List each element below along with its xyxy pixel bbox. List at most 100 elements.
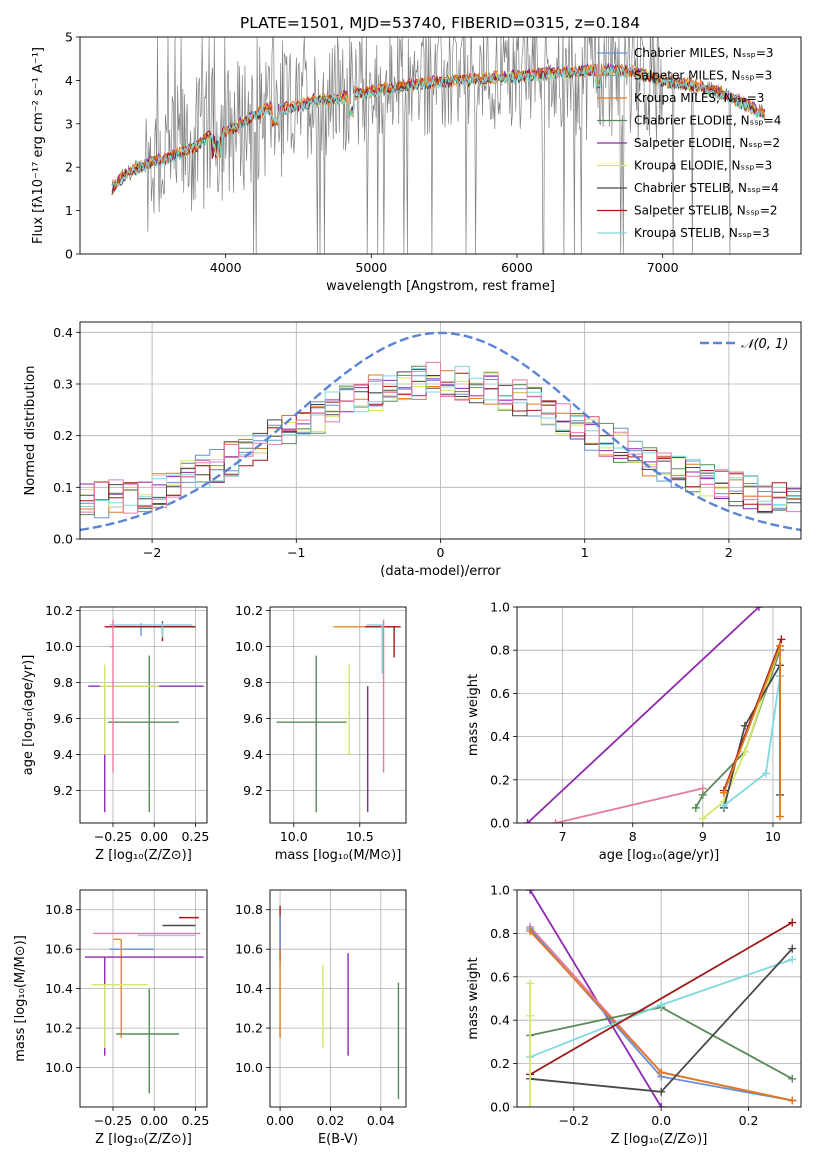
error-bar-point [108, 655, 179, 813]
y-tick-label: 0.0 [490, 1100, 510, 1115]
x-tick-label: −0.25 [94, 1113, 132, 1128]
series-marker [788, 955, 797, 964]
series-marker [657, 1001, 666, 1010]
plot-area-age_vs_mass [276, 619, 401, 813]
legend-entry: 𝒩(0, 1) [741, 337, 788, 352]
x-tick-label: 0.0 [651, 1113, 671, 1128]
x-tick-label: 10.5 [346, 829, 374, 844]
legend-entry: Chabrier ELODIE, Nₛₛₚ=4 [634, 114, 781, 128]
series-marker [740, 721, 749, 730]
series-marker [551, 819, 560, 823]
x-tick-label: 0.25 [182, 1113, 210, 1128]
series-marker [775, 641, 784, 650]
x-tick-label: 6000 [501, 260, 533, 275]
y-tick-label: 10.8 [235, 902, 263, 917]
y-tick-label: 10.6 [235, 942, 263, 957]
y-axis-label: mass [log₁₀(M/M⊙)] [13, 935, 28, 1062]
axes-frame [269, 889, 407, 1108]
x-tick-label: 7000 [647, 260, 679, 275]
x-tick-label: 0.00 [140, 1113, 168, 1128]
y-tick-label: 10.0 [235, 1060, 263, 1075]
error-bar-point [104, 626, 196, 642]
x-axis-label: (data-model)/error [380, 564, 501, 579]
series-line [526, 607, 760, 823]
legend-entry: Chabrier MILES, Nₛₛₚ=3 [634, 46, 774, 60]
y-axis-label: Flux [fλ10⁻¹⁷ erg cm⁻² s⁻¹ A⁻¹] [31, 47, 46, 244]
series-marker [526, 1103, 535, 1107]
series-marker [777, 635, 786, 644]
x-tick-label: 7 [559, 829, 567, 844]
y-tick-label: 0.2 [53, 428, 73, 443]
series-marker [691, 803, 700, 812]
model-spectrum-line [111, 65, 765, 188]
series-marker [657, 1087, 666, 1096]
y-tick-label: 10.2 [235, 1021, 263, 1036]
x-tick-label: 0 [437, 545, 445, 560]
observed-spectrum-line [111, 37, 765, 254]
series-marker [719, 801, 728, 810]
series-marker [657, 1068, 666, 1077]
y-tick-label: 0.0 [490, 816, 510, 831]
axes-spectrum: 4000 5000 6000 7000 0 1 2 3 4 5 wavelength [Angstr… [31, 30, 802, 294]
x-tick-label: 4000 [210, 260, 242, 275]
x-tick-label: 9 [699, 829, 707, 844]
x-tick-label: −0.25 [94, 829, 132, 844]
legend-entry: Kroupa ELODIE, Nₛₛₚ=3 [634, 159, 772, 173]
series-marker [788, 944, 797, 953]
x-axis-label: age [log₁₀(age/yr)] [599, 848, 720, 863]
plot-area-residual_hist [80, 331, 801, 532]
y-tick-label: 3 [65, 116, 73, 131]
y-tick-label: 9.6 [243, 711, 263, 726]
error-bar-point [116, 988, 179, 1094]
plot-area-mass_weight_vs_Z [526, 890, 797, 1107]
legend-entry: Salpeter MILES, Nₛₛₚ=3 [634, 69, 772, 83]
legend-entry: Salpeter STELIB, Nₛₛₚ=2 [634, 204, 778, 218]
y-tick-label: 9.2 [53, 783, 73, 798]
y-tick-label: 10.0 [45, 639, 73, 654]
x-tick-label: 0.04 [367, 1113, 395, 1128]
axes-mass_vs_Z: −0.25 0.00 0.25 10.0 10.2 10.4 10.6 10.8 Z [log₁… [13, 889, 210, 1147]
plot-area-mass_vs_ebv [279, 905, 400, 1100]
model-spectrum-line [111, 63, 766, 189]
gaussian-curve [80, 331, 801, 532]
series-marker [698, 790, 707, 799]
series-marker [754, 607, 763, 611]
y-tick-label: 0.8 [490, 643, 510, 658]
figure-title: PLATE=1501, MJD=53740, FIBERID=0315, z=0… [240, 14, 640, 32]
legend-entry: Chabrier STELIB, Nₛₛₚ=4 [634, 181, 779, 195]
error-bar-point [109, 623, 193, 638]
x-tick-label: 0.00 [140, 829, 168, 844]
series-marker [788, 918, 797, 927]
series-line [529, 921, 793, 1076]
y-tick-label: 10.0 [45, 1060, 73, 1075]
y-axis-label: mass weight [466, 674, 481, 756]
axes-mass_weight_vs_age: 7 8 9 10 0.0 0.2 0.4 0.6 0.8 1.0 age [log₁₀(age/yr… [466, 600, 802, 863]
axes-frame [79, 321, 802, 540]
series-line [555, 787, 704, 823]
y-tick-label: 9.8 [243, 675, 263, 690]
error-bar-point [99, 664, 160, 755]
x-tick-label: 0.02 [317, 1113, 345, 1128]
legend-entry: Kroupa MILES, Nₛₛₚ=3 [634, 91, 764, 105]
y-tick-label: 1.0 [490, 600, 510, 615]
y-tick-label: 0.8 [490, 926, 510, 941]
y-tick-label: 9.2 [243, 783, 263, 798]
error-bar-point [112, 938, 122, 1038]
axes-frame [516, 606, 802, 824]
x-tick-label: 10.0 [280, 829, 308, 844]
series-marker [740, 747, 749, 756]
y-tick-label: 0.2 [490, 772, 510, 787]
series-marker [698, 814, 707, 823]
error-bar-point [366, 624, 383, 674]
x-axis-label: mass [log₁₀(M/M⊙)] [275, 848, 402, 863]
y-tick-label: 0 [65, 247, 73, 262]
y-tick-label: 10.2 [235, 603, 263, 618]
x-tick-label: 2 [725, 545, 733, 560]
plot-area-age_vs_Z [88, 619, 204, 813]
axes-frame [269, 606, 407, 824]
y-tick-label: 10.4 [235, 981, 263, 996]
x-tick-label: 5000 [355, 260, 387, 275]
y-axis-label: mass weight [466, 957, 481, 1039]
y-tick-label: 1 [65, 203, 73, 218]
x-tick-label: −2 [143, 545, 161, 560]
